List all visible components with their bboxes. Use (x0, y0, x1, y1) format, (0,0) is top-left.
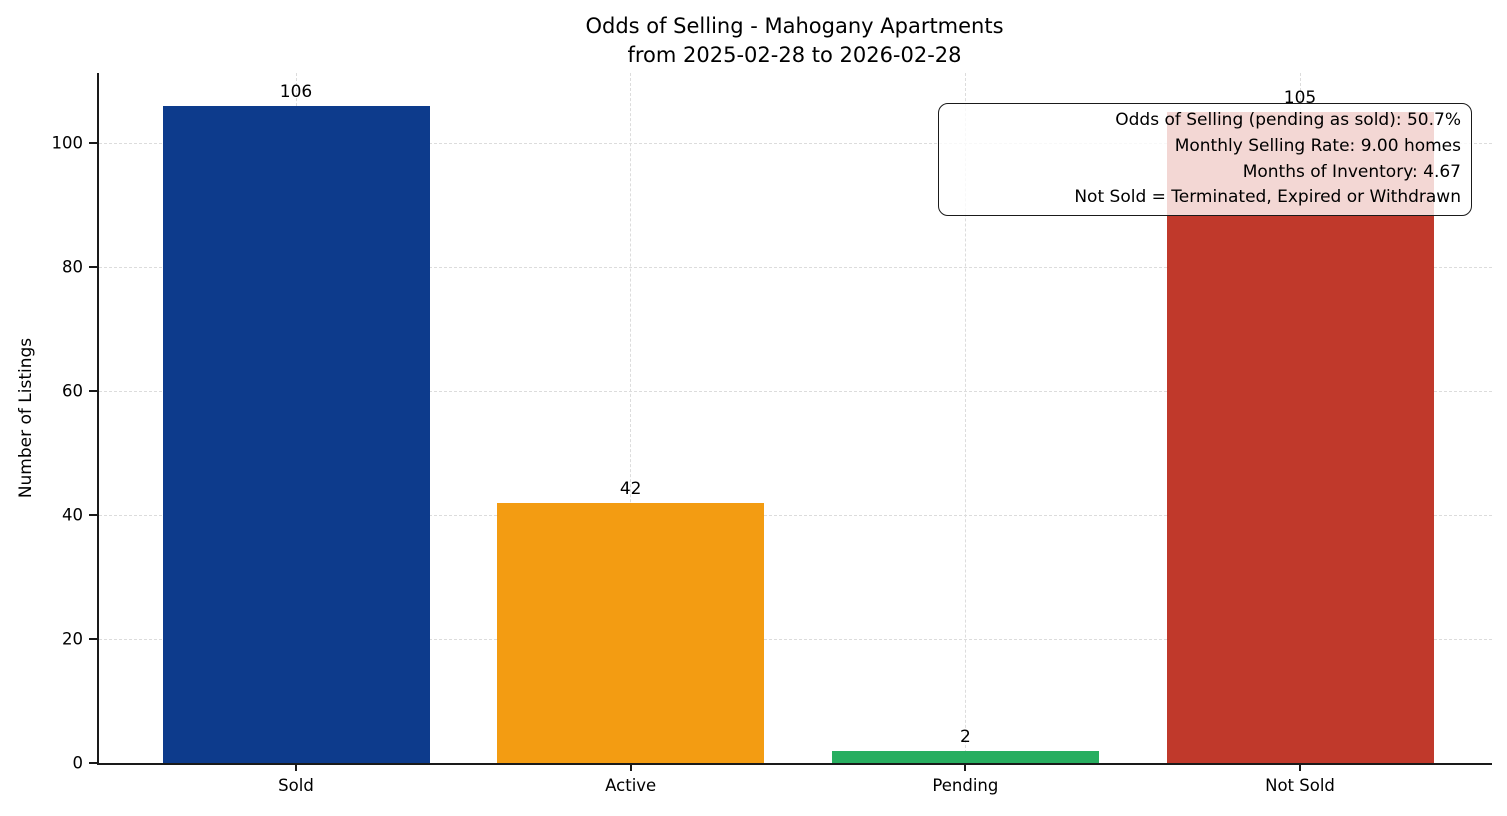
chart-title-line1: Odds of Selling - Mahogany Apartments (585, 14, 1004, 38)
x-tick-mark (1299, 763, 1301, 771)
y-tick-mark (89, 142, 97, 144)
y-tick-label: 20 (62, 629, 83, 649)
y-tick-mark (89, 638, 97, 640)
y-gridline (99, 515, 1492, 516)
annotation-not-sold-definition: Not Sold = Terminated, Expired or Withdr… (1074, 187, 1461, 208)
x-tick-mark (964, 763, 967, 771)
bar-sold (162, 105, 430, 763)
stats-annotation-box: Odds of Selling (pending as sold): 50.7%… (938, 103, 1472, 217)
y-gridline (99, 391, 1492, 392)
y-tick-mark (89, 266, 97, 268)
bar-pending (831, 750, 1099, 763)
x-category-label: Pending (932, 776, 999, 795)
x-category-label: Sold (278, 776, 314, 795)
y-tick-label: 80 (62, 257, 83, 277)
plot-area: 0 20 40 60 80 100 106 Sold 42 Active 2 Pending 105 No… (52, 73, 1492, 795)
annotation-monthly-selling-rate: Monthly Selling Rate: 9.00 homes (1174, 135, 1461, 156)
y-gridline (99, 143, 1492, 144)
bar-active (497, 502, 765, 763)
y-tick-label: 0 (72, 753, 84, 773)
bar-not-sold (1166, 112, 1434, 763)
y-tick-mark (89, 390, 97, 392)
y-tick-mark (89, 514, 97, 516)
y-gridline (99, 639, 1492, 640)
y-tick-mark (89, 762, 97, 764)
y-axis-label: Number of Listings (16, 337, 36, 499)
chart-title: Odds of Selling - Mahogany Apartments fr… (97, 12, 1492, 70)
bar-value-label: 2 (959, 726, 971, 747)
bar-value-label: 106 (279, 81, 313, 102)
y-tick-label: 40 (62, 505, 83, 525)
x-category-label: Active (605, 776, 657, 795)
x-gridline (630, 73, 632, 763)
x-gridline (964, 73, 966, 763)
annotation-months-of-inventory: Months of Inventory: 4.67 (1242, 161, 1461, 182)
x-category-label: Not Sold (1265, 776, 1335, 795)
bar-value-label: 42 (619, 478, 642, 499)
chart-title-line2: from 2025-02-28 to 2026-02-28 (627, 43, 962, 67)
annotation-odds-of-selling: Odds of Selling (pending as sold): 50.7% (1115, 110, 1461, 130)
x-tick-mark (629, 763, 632, 771)
y-tick-label: 100 (51, 133, 84, 153)
y-gridline (99, 267, 1492, 268)
x-tick-mark (295, 763, 297, 771)
y-tick-label: 60 (62, 381, 83, 401)
